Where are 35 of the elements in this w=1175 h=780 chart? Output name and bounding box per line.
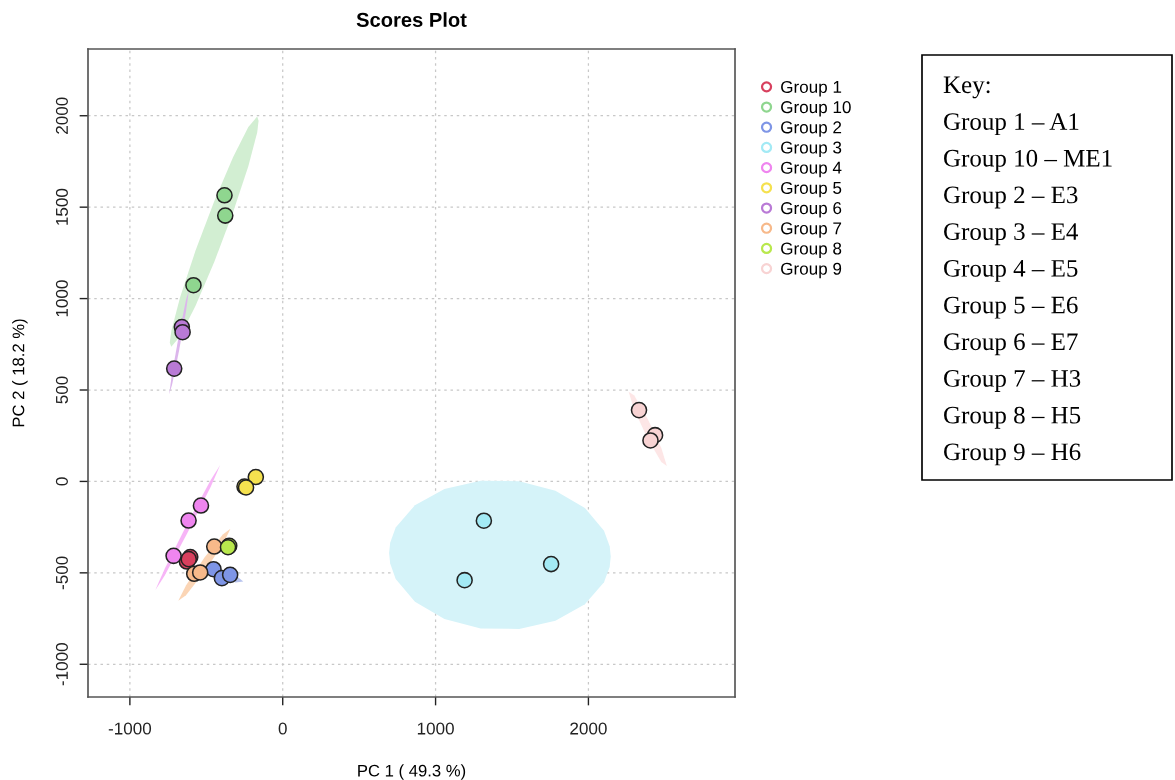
text: Group 3 – E4 [944,223,1079,246]
y-tick-label: 1000 [55,280,68,317]
legend-label: Group 9 [781,262,842,279]
legend-label: Group 8 [781,242,842,258]
y-tick-label: 0 [55,477,68,486]
x-tick-label: 2000 [570,722,607,735]
text: Group 2 – E3 [944,186,1078,209]
legend-label: Group 4 [781,161,842,178]
x-tick-label: 0 [278,722,287,735]
legend-label: Group 2 [781,121,842,137]
legend-label: Group 3 [781,141,842,157]
y-axis-title: PC 2 ( 18.2 %) [12,319,28,427]
text: Group 9 – H6 [944,443,1081,466]
text: Group 1 – A1 [944,113,1079,136]
y-tick-label: 2000 [55,97,68,134]
text: Group 4 – E5 [944,259,1078,282]
legend-label: Group 7 [781,222,842,238]
text: Group 8 – H5 [944,406,1081,429]
legend-label: Group 6 [781,202,842,218]
legend-label: Group 5 [781,181,842,198]
text: Key: [943,76,990,99]
x-tick-label: 1000 [417,722,454,735]
y-tick-label: -1000 [55,643,68,686]
text: Group 10 – ME1 [944,149,1112,172]
text: Group 6 – E7 [944,333,1078,356]
legend-label: Group 1 [781,80,842,97]
y-tick-label: -500 [55,556,68,590]
chart-title: Scores Plot [356,12,467,27]
x-axis-title: PC 1 ( 49.3 %) [358,764,466,780]
y-tick-label: 1500 [55,188,68,225]
x-tick-label: -1000 [108,722,152,735]
y-tick-label: 500 [55,376,68,404]
text: Group 7 – H3 [944,370,1081,392]
legend-label: Group 10 [781,101,851,117]
text: Group 5 – E6 [944,296,1078,319]
